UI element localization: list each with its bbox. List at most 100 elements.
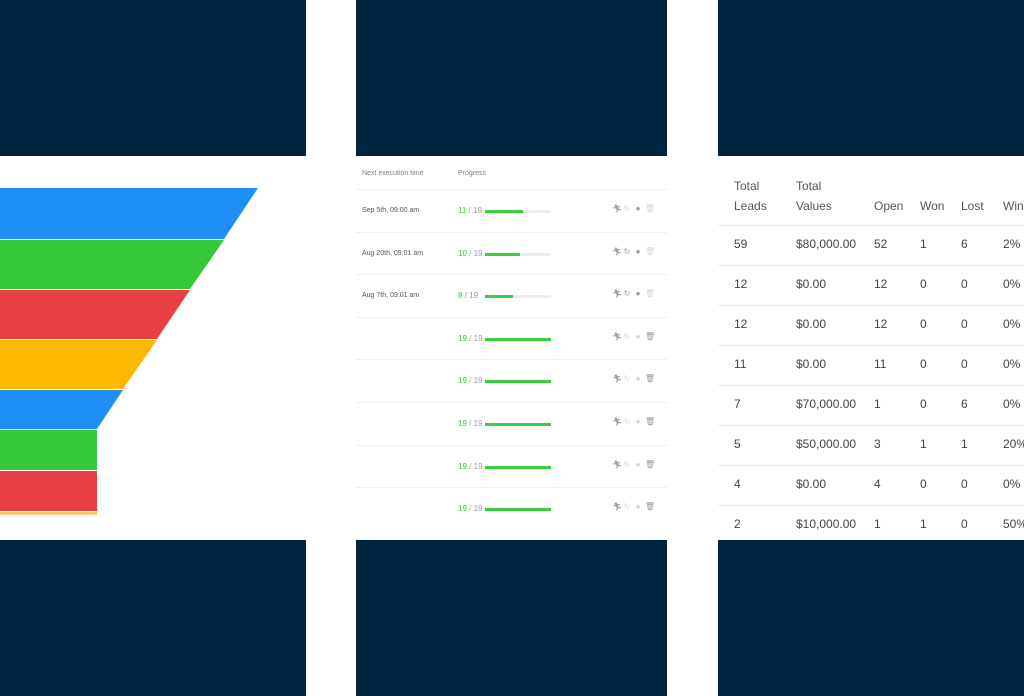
refresh-icon[interactable]: ↻ (623, 374, 631, 384)
table-row[interactable]: 11 $0.00 11 0 0 0% (718, 345, 1024, 386)
progress-total: / 19 (469, 376, 483, 386)
cell-win: 0% (1003, 477, 1021, 491)
stop-icon[interactable]: ● (635, 417, 641, 426)
next-execution-date: Sep 5th, 09:00 am (362, 207, 420, 214)
running-person-icon[interactable]: 🏃︎ (612, 331, 623, 341)
progress-bar (485, 337, 551, 341)
trash-icon[interactable]: 🗑︎ (645, 246, 656, 256)
progress-done: 19 (458, 333, 467, 343)
refresh-icon[interactable]: ↻ (623, 331, 631, 341)
funnel-band-2[interactable] (0, 240, 224, 289)
running-person-icon[interactable]: 🏃︎ (612, 374, 623, 384)
cell-win: 2% (1003, 237, 1021, 251)
running-person-icon[interactable]: 🏃︎ (612, 502, 623, 512)
cell-total-leads: 4 (734, 477, 741, 491)
cell-total-leads: 12 (734, 317, 748, 331)
automation-row[interactable]: 19 / 19 🏃︎ ↻ ● 🗑︎ (356, 487, 667, 530)
automation-row[interactable]: 19 / 19 🏃︎ ↻ ● 🗑︎ (356, 316, 667, 360)
automation-row[interactable]: 19 / 19 🏃︎ ↻ ● 🗑︎ (356, 402, 667, 445)
automation-row[interactable]: Aug 7th, 09:01 am 8 / 19 🏃︎ ↻ ● 🗑︎ (356, 274, 667, 317)
automation-row[interactable]: 19 / 19 🏃︎ ↻ ● 🗑︎ (356, 444, 667, 488)
running-person-icon[interactable]: 🏃︎ (612, 204, 623, 213)
row-actions: 🏃︎ ↻ ● 🗑︎ (612, 289, 656, 299)
progress-count: 19 / 19 (458, 419, 482, 428)
trash-icon[interactable]: 🗑︎ (645, 204, 656, 213)
progress-bar (485, 295, 551, 299)
progress-bar-fill (485, 337, 551, 341)
automation-row[interactable]: Sep 5th, 09:00 am 11 / 19 🏃︎ ↻ ● 🗑︎ (356, 189, 667, 232)
header-lost: Lost (961, 199, 984, 213)
running-person-icon[interactable]: 🏃︎ (612, 417, 623, 426)
table-row[interactable]: 12 $0.00 12 0 0 0% (718, 305, 1024, 346)
table-row[interactable]: 4 $0.00 4 0 0 0% (718, 465, 1024, 506)
progress-bar-fill (485, 252, 520, 256)
funnel-band-6[interactable] (0, 430, 97, 470)
stop-icon[interactable]: ● (635, 374, 641, 384)
table-row[interactable]: 7 $70,000.00 1 0 6 0% (718, 385, 1024, 426)
table-row[interactable]: 59 $80,000.00 52 1 6 2% (718, 225, 1024, 266)
running-person-icon[interactable]: 🏃︎ (612, 246, 623, 256)
table-row[interactable]: 5 $50,000.00 3 1 1 20% (718, 425, 1024, 466)
trash-icon[interactable]: 🗑︎ (645, 331, 656, 341)
table-row[interactable]: 2 $10,000.00 1 1 0 50% (718, 505, 1024, 540)
cell-total-values: $0.00 (796, 357, 827, 371)
stop-icon[interactable]: ● (635, 459, 641, 469)
cell-open: 12 (874, 277, 888, 291)
refresh-icon[interactable]: ↻ (623, 246, 631, 256)
trash-icon[interactable]: 🗑︎ (645, 417, 656, 426)
automation-row[interactable]: Aug 20th, 09:01 am 10 / 19 🏃︎ ↻ ● 🗑︎ (356, 231, 667, 275)
funnel-band-8[interactable] (0, 512, 97, 515)
trash-icon[interactable]: 🗑︎ (645, 289, 656, 299)
next-execution-date: Aug 7th, 09:01 am (362, 292, 420, 300)
funnel-band-1[interactable] (0, 188, 258, 239)
cell-won: 0 (920, 477, 927, 491)
stop-icon[interactable]: ● (635, 289, 641, 299)
cell-won: 0 (920, 397, 927, 411)
funnel-band-3[interactable] (0, 290, 190, 339)
trash-icon[interactable]: 🗑︎ (645, 459, 656, 469)
header-progress: Progress (458, 170, 487, 177)
progress-total: / 19 (469, 461, 483, 471)
running-person-icon[interactable]: 🏃︎ (612, 289, 623, 299)
trash-icon[interactable]: 🗑︎ (645, 374, 656, 384)
cell-lost: 0 (961, 477, 968, 491)
refresh-icon[interactable]: ↻ (623, 204, 631, 213)
running-person-icon[interactable]: 🏃︎ (612, 459, 623, 469)
cell-win: 0% (1003, 397, 1021, 411)
stop-icon[interactable]: ● (635, 502, 641, 512)
refresh-icon[interactable]: ↻ (623, 459, 631, 469)
stop-icon[interactable]: ● (635, 246, 641, 256)
header-won: Won (920, 199, 945, 213)
progress-count: 19 / 19 (458, 462, 482, 471)
progress-bar (485, 508, 551, 512)
stop-icon[interactable]: ● (635, 204, 641, 213)
cell-open: 4 (874, 477, 881, 491)
cell-open: 52 (874, 237, 888, 251)
cell-won: 0 (920, 277, 927, 291)
cell-total-values: $0.00 (796, 277, 827, 291)
refresh-icon[interactable]: ↻ (623, 502, 631, 512)
table-row[interactable]: 12 $0.00 12 0 0 0% (718, 265, 1024, 306)
stop-icon[interactable]: ● (635, 331, 641, 341)
progress-total: / 19 (464, 291, 479, 301)
header-total-values-line2: Values (796, 199, 832, 213)
progress-total: / 19 (469, 333, 483, 343)
header-total-leads: Total Leads (734, 176, 767, 216)
progress-bar-fill (485, 295, 513, 299)
cell-lost: 0 (961, 517, 968, 531)
cell-total-leads: 11 (734, 357, 747, 371)
refresh-icon[interactable]: ↻ (623, 417, 631, 426)
cell-won: 1 (920, 517, 927, 531)
funnel-band-7[interactable] (0, 471, 97, 511)
cell-lost: 1 (961, 437, 968, 451)
refresh-icon[interactable]: ↻ (623, 289, 631, 299)
progress-bar-fill (485, 465, 551, 469)
progress-done: 19 (458, 461, 467, 471)
funnel-band-4[interactable] (0, 340, 157, 389)
progress-count: 19 / 19 (458, 334, 482, 343)
row-actions: 🏃︎ ↻ ● 🗑︎ (612, 417, 656, 426)
row-actions: 🏃︎ ↻ ● 🗑︎ (612, 204, 656, 213)
automation-row[interactable]: 19 / 19 🏃︎ ↻ ● 🗑︎ (356, 359, 667, 402)
funnel-band-5[interactable] (0, 390, 123, 429)
trash-icon[interactable]: 🗑︎ (645, 502, 656, 512)
